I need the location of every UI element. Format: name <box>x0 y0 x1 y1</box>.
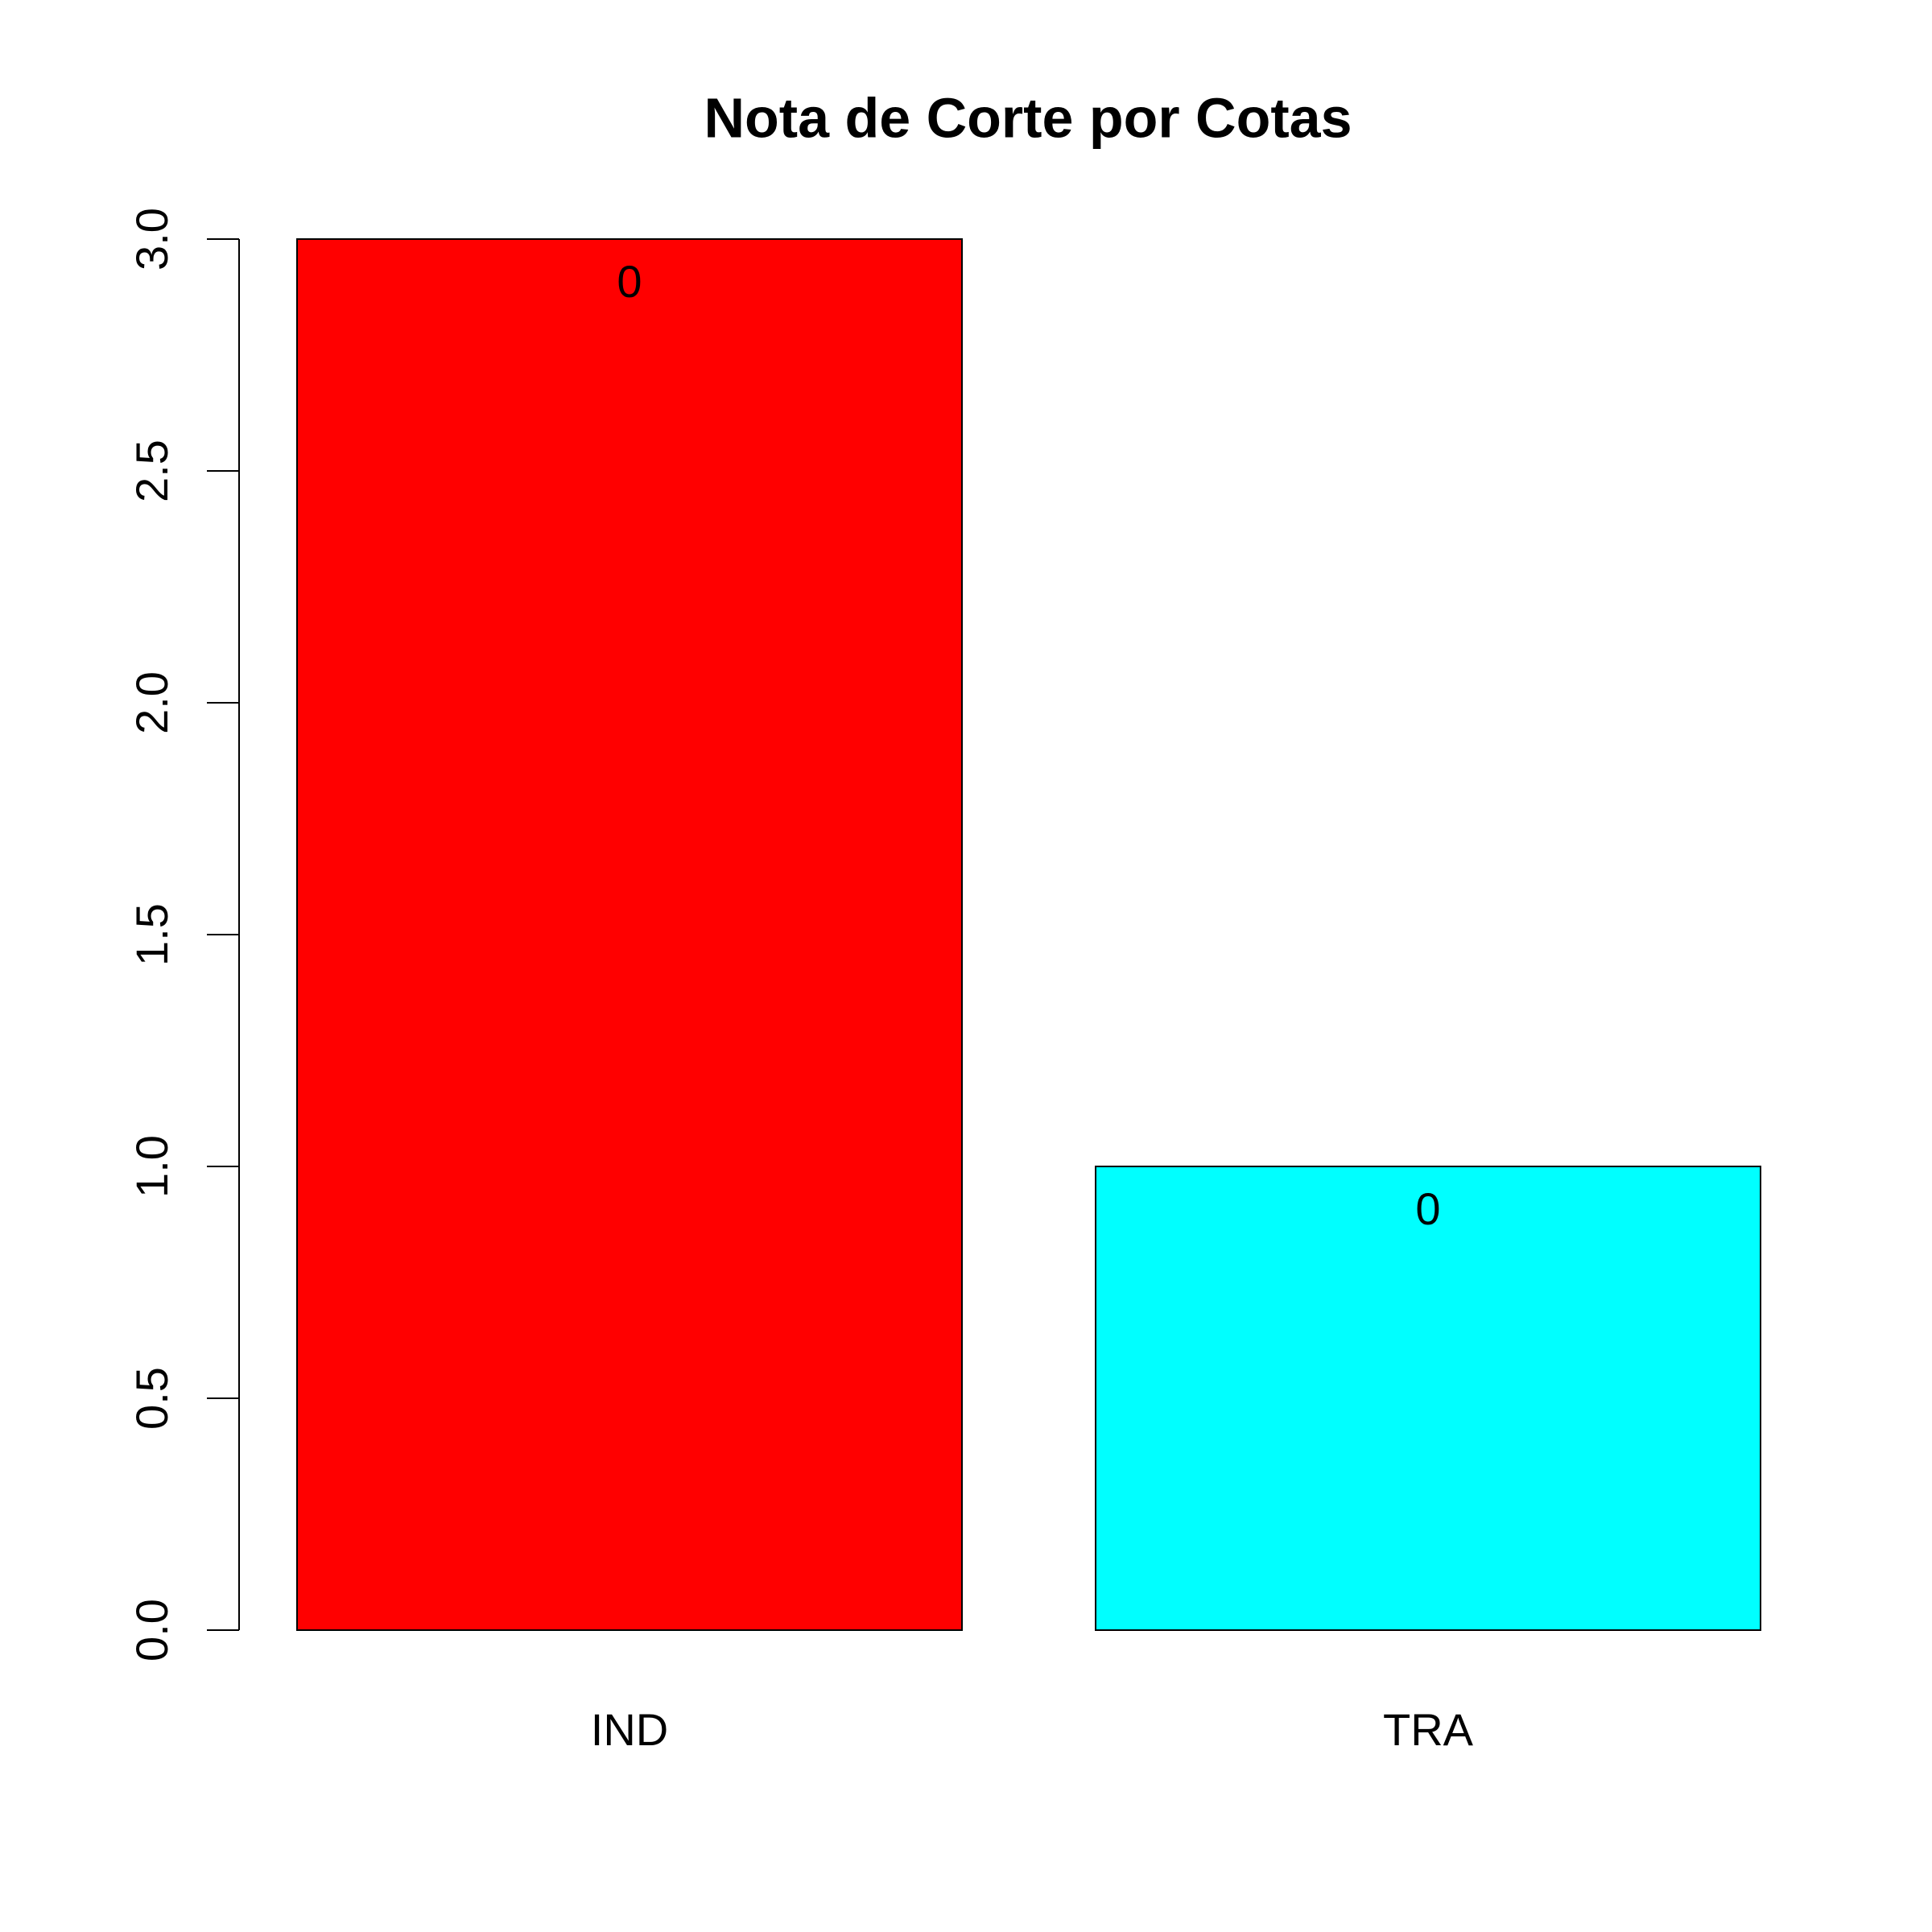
bar-label: 0 <box>617 256 642 307</box>
y-tick-label: 2.5 <box>126 440 177 502</box>
bar <box>296 238 963 1631</box>
bar <box>1095 1166 1761 1631</box>
y-tick-label: 2.0 <box>126 671 177 734</box>
x-tick-label: IND <box>591 1704 668 1755</box>
x-tick-label: TRA <box>1383 1704 1474 1755</box>
y-tick-label: 1.5 <box>126 903 177 966</box>
y-tick-label: 0.5 <box>126 1367 177 1430</box>
y-tick-label: 3.0 <box>126 208 177 270</box>
y-tick-label: 1.0 <box>126 1135 177 1198</box>
chart-title: Nota de Corte por Cotas <box>704 86 1352 149</box>
y-tick-label: 0.0 <box>126 1599 177 1662</box>
bar-label: 0 <box>1415 1183 1440 1234</box>
